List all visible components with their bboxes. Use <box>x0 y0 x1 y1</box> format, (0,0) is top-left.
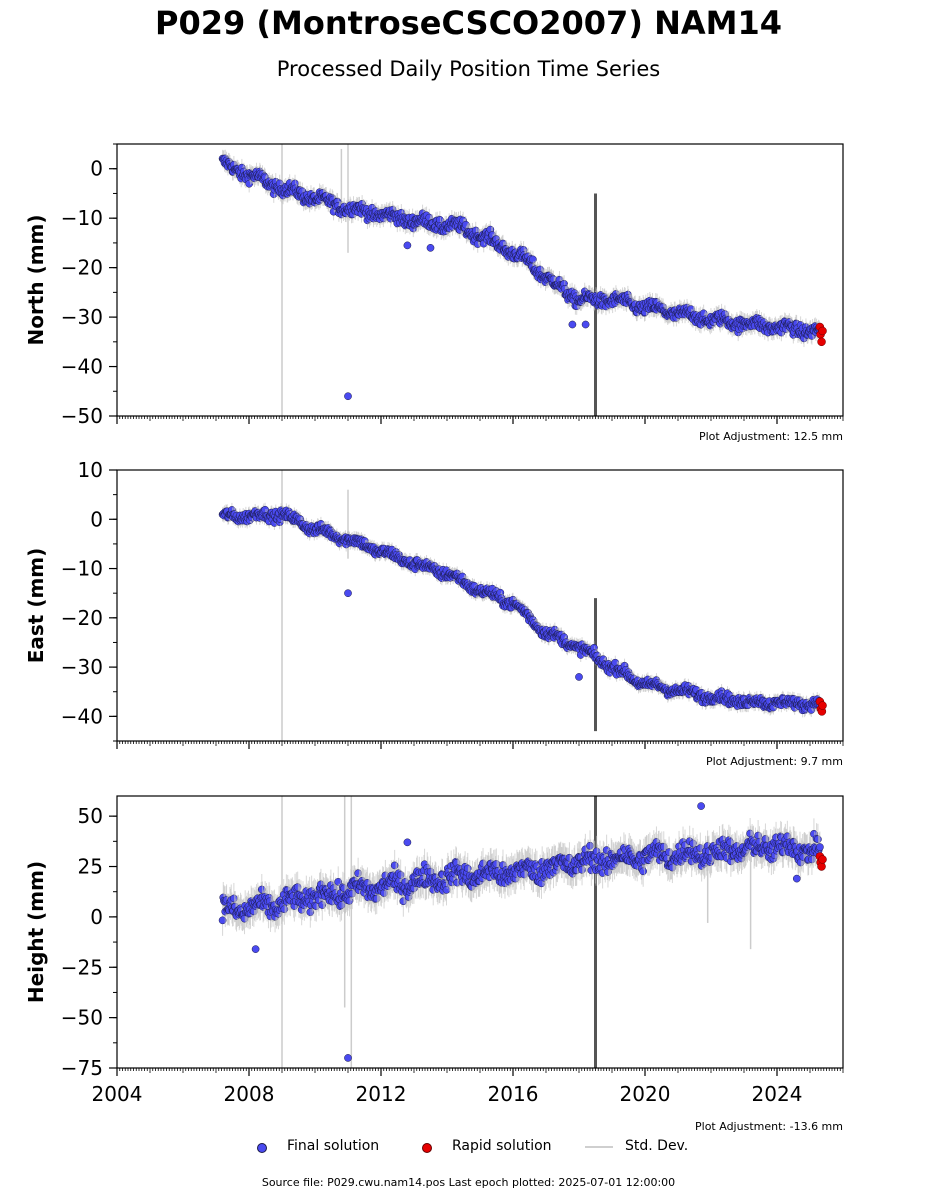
y-tick-label: −50 <box>61 404 103 428</box>
y-tick-label: −30 <box>61 305 103 329</box>
final-solution-point <box>344 589 352 598</box>
y-tick-label: −20 <box>61 606 103 630</box>
final-solution-point <box>529 255 537 264</box>
y-axis-label: North (mm) <box>24 214 48 345</box>
chart-subtitle: Processed Daily Position Time Series <box>276 57 661 81</box>
final-solution-point <box>581 320 590 329</box>
final-solution-point <box>218 916 227 925</box>
final-solution-point <box>390 861 399 870</box>
final-solution-point <box>344 392 352 401</box>
y-tick-label: −40 <box>61 355 103 379</box>
y-tick-label: 10 <box>78 458 103 482</box>
plot-adjustment-label: Plot Adjustment: 12.5 mm <box>699 430 843 443</box>
rapid-solution-point <box>818 326 827 336</box>
y-tick-label: −10 <box>61 206 103 230</box>
plot-adjustment-label: Plot Adjustment: 9.7 mm <box>706 755 843 768</box>
final-solution-point <box>568 320 577 329</box>
y-tick-label: −40 <box>61 704 103 728</box>
panel-data-0 <box>218 144 827 416</box>
panel-data-1 <box>218 470 827 741</box>
final-solution-point <box>575 673 583 681</box>
y-tick-label: −10 <box>61 557 103 581</box>
y-tick-label: 0 <box>90 507 103 531</box>
y-tick-label: −30 <box>61 655 103 679</box>
final-solution-point <box>334 878 343 886</box>
y-axis-label: East (mm) <box>24 548 48 664</box>
chart-title: P029 (MontroseCSCO2007) NAM14 <box>155 4 782 42</box>
panel-data-2 <box>218 796 827 1068</box>
final-solution-point <box>403 241 412 250</box>
final-solution-point <box>396 871 405 879</box>
rapid-solution-point <box>817 337 826 347</box>
panel-0: 0 −10 −20 −30 −40 −50 North (mm) Plot Adjustmen… <box>24 143 844 443</box>
panel-1: 10 0 −10 −20 −30 −40 East (mm) Plot Adjustment:… <box>24 458 844 768</box>
panel-frame <box>116 143 844 417</box>
y-tick-label: 0 <box>90 157 103 181</box>
rapid-solution-point <box>818 701 827 710</box>
y-tick-label: −20 <box>61 256 103 280</box>
final-solution-point <box>426 244 435 252</box>
